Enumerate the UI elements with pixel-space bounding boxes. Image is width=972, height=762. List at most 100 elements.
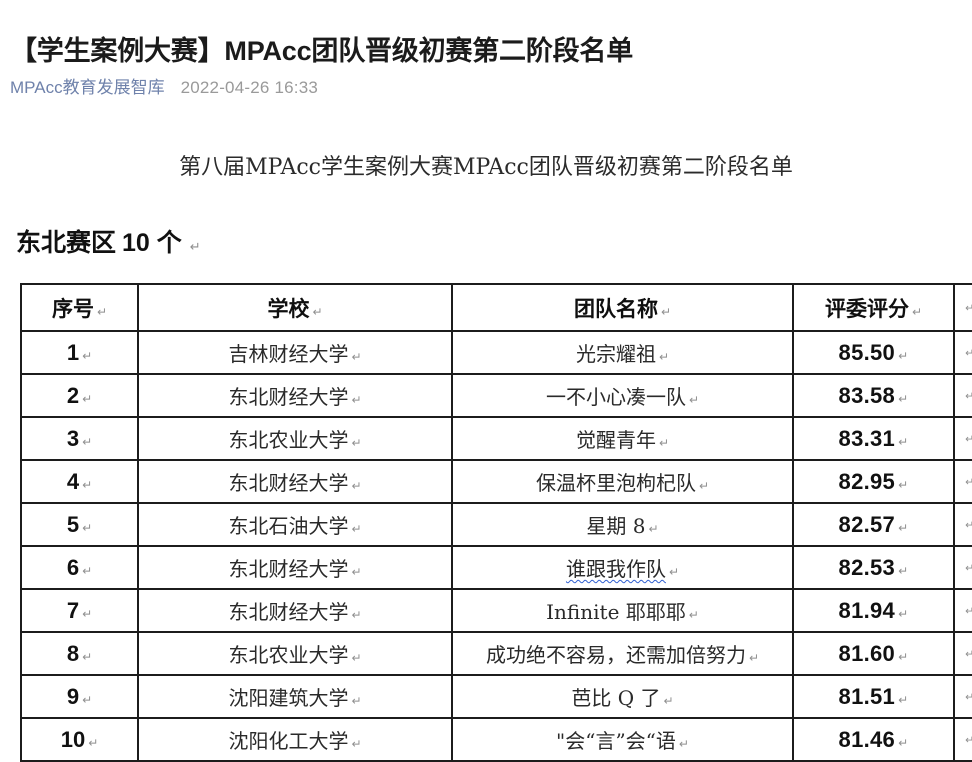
cell-score-text: 81.46 [838, 726, 896, 752]
cell-school-text: 沈阳化工大学 [228, 729, 349, 753]
cell-score: 85.50 ↵ [792, 330, 955, 375]
return-mark-icon: ↵ [898, 735, 909, 750]
return-mark-icon: ↵ [663, 694, 674, 708]
article-title: 【学生案例大赛】MPAcc团队晋级初赛第二阶段名单 [10, 36, 634, 67]
column-header-team: 团队名称 ↵ [451, 283, 794, 332]
cell-team-text: Infinite 耶耶耶 [546, 600, 686, 624]
table-margin-cell: ↵ [953, 283, 972, 332]
section-heading-count: 10 个 [122, 229, 182, 257]
cell-team: 成功绝不容易，还需加倍努力 ↵ [451, 631, 794, 676]
cell-rank: 10 ↵ [20, 717, 139, 762]
table-margin-cell: ↵ [953, 631, 972, 676]
column-header-score: 评委评分 ↵ [792, 283, 955, 332]
cell-school: 东北财经大学 ↵ [137, 373, 453, 418]
return-mark-icon: ↵ [898, 434, 909, 449]
return-mark-icon: ↵ [351, 694, 362, 708]
table-row: 7 ↵ 东北财经大学 ↵ Infinite 耶耶耶 ↵ 81.94 ↵ ↵ [20, 588, 972, 633]
return-mark-icon: ↵ [351, 393, 362, 407]
return-mark-icon: ↵ [351, 350, 362, 364]
cell-school-text: 东北石油大学 [228, 514, 349, 538]
cell-school-text: 东北财经大学 [228, 600, 349, 624]
return-mark-icon: ↵ [898, 391, 909, 406]
cell-school-text: 东北财经大学 [228, 385, 349, 409]
table-row: 10 ↵ 沈阳化工大学 ↵ "会“言”会“语 ↵ 81.46 ↵ ↵ [20, 717, 972, 762]
return-mark-icon: ↵ [965, 389, 972, 402]
cell-score-text: 83.31 [838, 425, 896, 451]
cell-score-text: 81.51 [838, 683, 896, 709]
return-mark-icon: ↵ [658, 436, 670, 450]
return-mark-icon: ↵ [82, 391, 93, 406]
table-row: 5 ↵ 东北石油大学 ↵ 星期 8 ↵ 82.57 ↵ ↵ [20, 502, 972, 547]
cell-team: 光宗耀祖 ↵ [451, 330, 794, 375]
cell-rank: 3 ↵ [20, 416, 139, 461]
cell-team: 觉醒青年 ↵ [451, 416, 794, 461]
cell-rank-text: 10 [60, 726, 86, 752]
return-mark-icon: ↵ [898, 692, 909, 707]
cell-school: 东北财经大学 ↵ [137, 545, 453, 590]
column-header-rank-label: 序号 [51, 297, 94, 321]
cell-score: 81.51 ↵ [792, 674, 955, 719]
table-margin-cell: ↵ [953, 416, 972, 461]
cell-rank-text: 9 [66, 683, 80, 709]
cell-team: 一不小心凑一队 ↵ [451, 373, 794, 418]
return-mark-icon: ↵ [965, 647, 972, 660]
table-row: 8 ↵ 东北农业大学 ↵ 成功绝不容易，还需加倍努力 ↵ 81.60 ↵ ↵ [20, 631, 972, 676]
cell-score: 82.95 ↵ [792, 459, 955, 504]
cell-rank-text: 8 [66, 640, 80, 666]
cell-team: 保温杯里泡枸杞队 ↵ [451, 459, 794, 504]
cell-score-text: 82.95 [838, 468, 896, 494]
cell-team-text: 保温杯里泡枸杞队 [535, 471, 696, 495]
cell-school-text: 东北农业大学 [228, 428, 349, 452]
cell-rank: 1 ↵ [20, 330, 139, 375]
return-mark-icon: ↵ [351, 737, 362, 751]
column-header-rank: 序号 ↵ [20, 283, 139, 332]
table-margin-cell: ↵ [953, 373, 972, 418]
return-mark-icon: ↵ [668, 565, 680, 579]
cell-rank: 2 ↵ [20, 373, 139, 418]
cell-school-text: 东北财经大学 [228, 557, 349, 581]
return-mark-icon: ↵ [82, 649, 93, 664]
cell-score-text: 85.50 [838, 339, 896, 365]
table-header: 序号 ↵ 学校 ↵ 团队名称 ↵ 评委评分 ↵ ↵ [20, 283, 972, 332]
return-mark-icon: ↵ [96, 304, 108, 319]
section-heading: 东北赛区 10 个 ↵ [16, 226, 201, 265]
score-table: 序号 ↵ 学校 ↵ 团队名称 ↵ 评委评分 ↵ ↵ 1 ↵ 吉林财经大学 ↵ 光宗耀祖 ↵ 85.5… [20, 283, 972, 762]
cell-school: 沈阳化工大学 ↵ [137, 717, 453, 762]
cell-rank-text: 1 [66, 339, 80, 365]
return-mark-icon: ↵ [648, 522, 659, 536]
column-header-school-label: 学校 [267, 297, 310, 321]
cell-school: 东北财经大学 ↵ [137, 459, 453, 504]
return-mark-icon: ↵ [965, 432, 972, 445]
cell-score-text: 81.60 [838, 640, 896, 666]
cell-rank-text: 4 [66, 468, 80, 494]
cell-score-text: 83.58 [838, 382, 896, 408]
cell-school-text: 东北农业大学 [228, 643, 349, 667]
return-mark-icon: ↵ [351, 608, 362, 622]
return-mark-icon: ↵ [351, 651, 362, 665]
byline-account-name[interactable]: MPAcc教育发展智库 [10, 78, 165, 97]
table-row: 2 ↵ 东北财经大学 ↵ 一不小心凑一队 ↵ 83.58 ↵ ↵ [20, 373, 972, 418]
cell-score: 83.58 ↵ [792, 373, 955, 418]
return-mark-icon: ↵ [748, 651, 760, 665]
table-margin-cell: ↵ [953, 545, 972, 590]
byline-timestamp: 2022-04-26 16:33 [180, 78, 319, 97]
content-subtitle: 第八届MPAcc学生案例大赛MPAcc团队晋级初赛第二阶段名单 [179, 155, 793, 180]
return-mark-icon: ↵ [678, 737, 689, 751]
return-mark-icon: ↵ [965, 604, 972, 617]
return-mark-icon: ↵ [82, 477, 93, 492]
return-mark-icon: ↵ [82, 563, 93, 578]
cell-team-text: 成功绝不容易，还需加倍努力 [485, 643, 746, 667]
cell-rank: 6 ↵ [20, 545, 139, 590]
byline: MPAcc教育发展智库 2022-04-26 16:33 [10, 77, 318, 99]
cell-rank: 4 ↵ [20, 459, 139, 504]
return-mark-icon: ↵ [351, 436, 362, 450]
cell-team-text: 觉醒青年 [575, 428, 656, 452]
return-mark-icon: ↵ [82, 520, 93, 535]
return-mark-icon: ↵ [965, 690, 972, 703]
table-row: 6 ↵ 东北财经大学 ↵ 谁跟我作队 ↵ 82.53 ↵ ↵ [20, 545, 972, 590]
cell-rank-text: 7 [66, 597, 80, 623]
return-mark-icon: ↵ [898, 649, 909, 664]
cell-score-text: 81.94 [838, 597, 896, 623]
return-mark-icon: ↵ [312, 304, 323, 319]
return-mark-icon: ↵ [88, 735, 99, 750]
